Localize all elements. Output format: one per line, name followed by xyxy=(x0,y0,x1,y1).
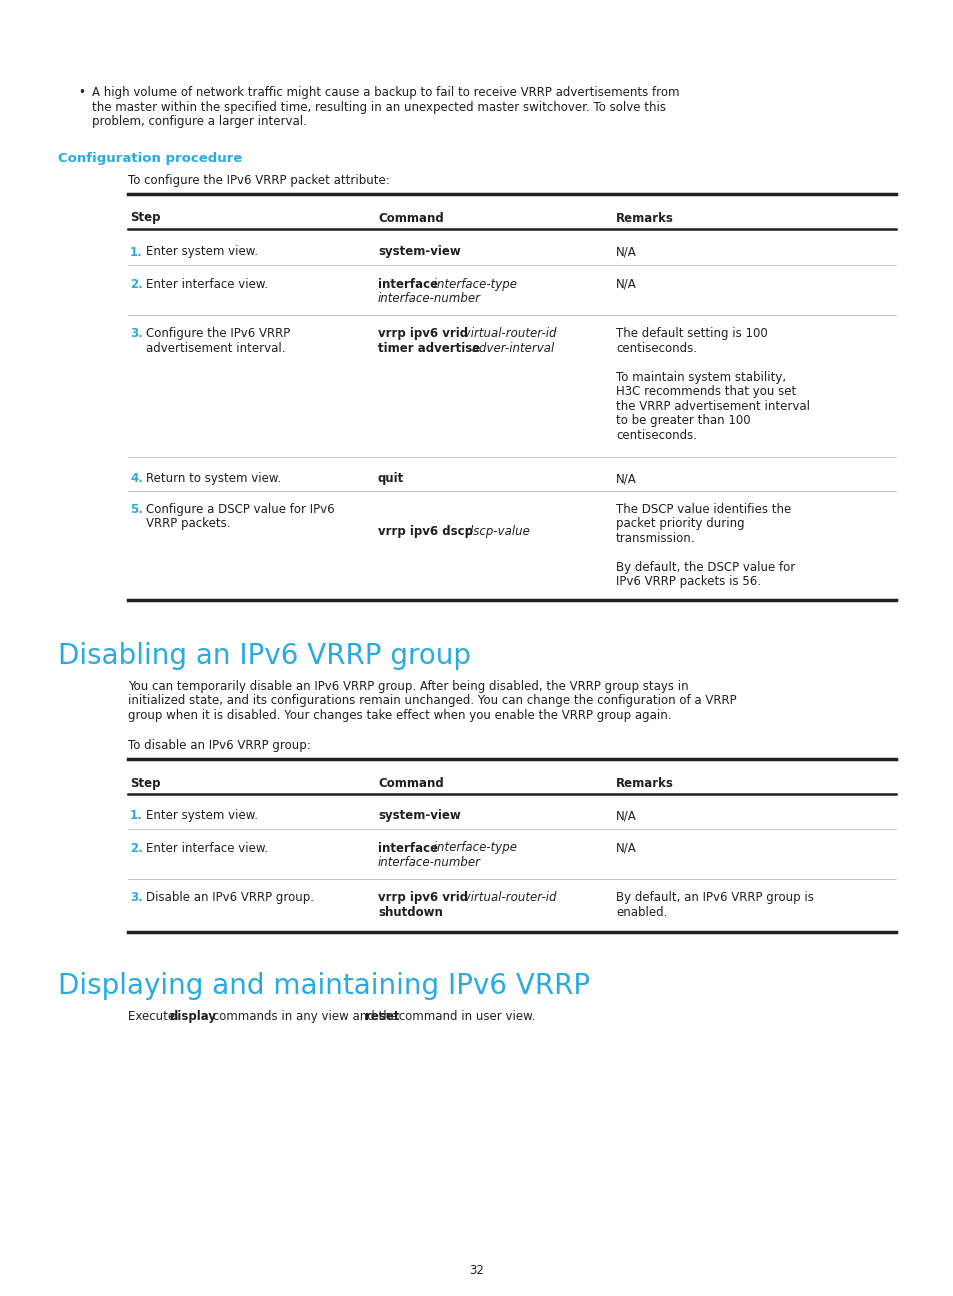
Text: Displaying and maintaining IPv6 VRRP: Displaying and maintaining IPv6 VRRP xyxy=(58,972,590,1001)
Text: VRRP packets.: VRRP packets. xyxy=(146,517,231,530)
Text: N/A: N/A xyxy=(616,245,636,258)
Text: interface-number: interface-number xyxy=(377,292,480,305)
Text: Enter system view.: Enter system view. xyxy=(146,810,257,823)
Text: dscp-value: dscp-value xyxy=(461,525,529,538)
Text: 3.: 3. xyxy=(130,327,143,340)
Text: N/A: N/A xyxy=(616,472,636,485)
Text: advertisement interval.: advertisement interval. xyxy=(146,342,285,355)
Text: Remarks: Remarks xyxy=(616,778,673,791)
Text: N/A: N/A xyxy=(616,810,636,823)
Text: The DSCP value identifies the: The DSCP value identifies the xyxy=(616,503,790,516)
Text: 2.: 2. xyxy=(130,277,143,290)
Text: Step: Step xyxy=(130,778,160,791)
Text: 3.: 3. xyxy=(130,892,143,905)
Text: 5.: 5. xyxy=(130,503,143,516)
Text: •: • xyxy=(78,86,85,98)
Text: To disable an IPv6 VRRP group:: To disable an IPv6 VRRP group: xyxy=(128,740,311,753)
Text: interface: interface xyxy=(377,277,437,290)
Text: IPv6 VRRP packets is 56.: IPv6 VRRP packets is 56. xyxy=(616,575,760,588)
Text: interface-number: interface-number xyxy=(377,855,480,870)
Text: centiseconds.: centiseconds. xyxy=(616,429,697,442)
Text: Return to system view.: Return to system view. xyxy=(146,472,281,485)
Text: virtual-router-id: virtual-router-id xyxy=(460,327,557,340)
Text: To maintain system stability,: To maintain system stability, xyxy=(616,371,785,384)
Text: interface-type: interface-type xyxy=(429,841,516,854)
Text: The default setting is 100: The default setting is 100 xyxy=(616,327,767,340)
Text: N/A: N/A xyxy=(616,841,636,854)
Text: Remarks: Remarks xyxy=(616,211,673,224)
Text: reset: reset xyxy=(365,1010,399,1023)
Text: 32: 32 xyxy=(469,1264,484,1277)
Text: Disable an IPv6 VRRP group.: Disable an IPv6 VRRP group. xyxy=(146,892,314,905)
Text: shutdown: shutdown xyxy=(377,906,442,919)
Text: group when it is disabled. Your changes take effect when you enable the VRRP gro: group when it is disabled. Your changes … xyxy=(128,709,671,722)
Text: vrrp ipv6 vrid: vrrp ipv6 vrid xyxy=(377,327,468,340)
Text: Enter interface view.: Enter interface view. xyxy=(146,277,268,290)
Text: system-view: system-view xyxy=(377,245,460,258)
Text: interface-type: interface-type xyxy=(429,277,516,290)
Text: Configure the IPv6 VRRP: Configure the IPv6 VRRP xyxy=(146,327,290,340)
Text: vrrp ipv6 vrid: vrrp ipv6 vrid xyxy=(377,892,468,905)
Text: Configure a DSCP value for IPv6: Configure a DSCP value for IPv6 xyxy=(146,503,335,516)
Text: vrrp ipv6 dscp: vrrp ipv6 dscp xyxy=(377,525,473,538)
Text: virtual-router-id: virtual-router-id xyxy=(460,892,557,905)
Text: Disabling an IPv6 VRRP group: Disabling an IPv6 VRRP group xyxy=(58,642,471,670)
Text: display: display xyxy=(170,1010,216,1023)
Text: quit: quit xyxy=(377,472,404,485)
Text: transmission.: transmission. xyxy=(616,531,695,546)
Text: packet priority during: packet priority during xyxy=(616,517,744,530)
Text: By default, an IPv6 VRRP group is: By default, an IPv6 VRRP group is xyxy=(616,892,813,905)
Text: Command: Command xyxy=(377,211,443,224)
Text: Enter interface view.: Enter interface view. xyxy=(146,841,268,854)
Text: to be greater than 100: to be greater than 100 xyxy=(616,413,750,426)
Text: 2.: 2. xyxy=(130,841,143,854)
Text: Configuration procedure: Configuration procedure xyxy=(58,152,242,165)
Text: initialized state, and its configurations remain unchanged. You can change the c: initialized state, and its configuration… xyxy=(128,695,736,708)
Text: enabled.: enabled. xyxy=(616,906,667,919)
Text: 1.: 1. xyxy=(130,245,143,258)
Text: N/A: N/A xyxy=(616,277,636,290)
Text: problem, configure a larger interval.: problem, configure a larger interval. xyxy=(91,115,307,128)
Text: H3C recommends that you set: H3C recommends that you set xyxy=(616,385,796,398)
Text: You can temporarily disable an IPv6 VRRP group. After being disabled, the VRRP g: You can temporarily disable an IPv6 VRRP… xyxy=(128,680,688,693)
Text: interface: interface xyxy=(377,841,437,854)
Text: centiseconds.: centiseconds. xyxy=(616,342,697,355)
Text: By default, the DSCP value for: By default, the DSCP value for xyxy=(616,561,795,574)
Text: timer advertise: timer advertise xyxy=(377,342,479,355)
Text: the VRRP advertisement interval: the VRRP advertisement interval xyxy=(616,399,809,412)
Text: Enter system view.: Enter system view. xyxy=(146,245,257,258)
Text: Command: Command xyxy=(377,778,443,791)
Text: adver-interval: adver-interval xyxy=(467,342,553,355)
Text: Execute: Execute xyxy=(128,1010,179,1023)
Text: Step: Step xyxy=(130,211,160,224)
Text: system-view: system-view xyxy=(377,810,460,823)
Text: the master within the specified time, resulting in an unexpected master switchov: the master within the specified time, re… xyxy=(91,101,665,114)
Text: A high volume of network traffic might cause a backup to fail to receive VRRP ad: A high volume of network traffic might c… xyxy=(91,86,679,98)
Text: 4.: 4. xyxy=(130,472,143,485)
Text: 1.: 1. xyxy=(130,810,143,823)
Text: command in user view.: command in user view. xyxy=(395,1010,536,1023)
Text: To configure the IPv6 VRRP packet attribute:: To configure the IPv6 VRRP packet attrib… xyxy=(128,174,390,187)
Text: commands in any view and the: commands in any view and the xyxy=(209,1010,401,1023)
